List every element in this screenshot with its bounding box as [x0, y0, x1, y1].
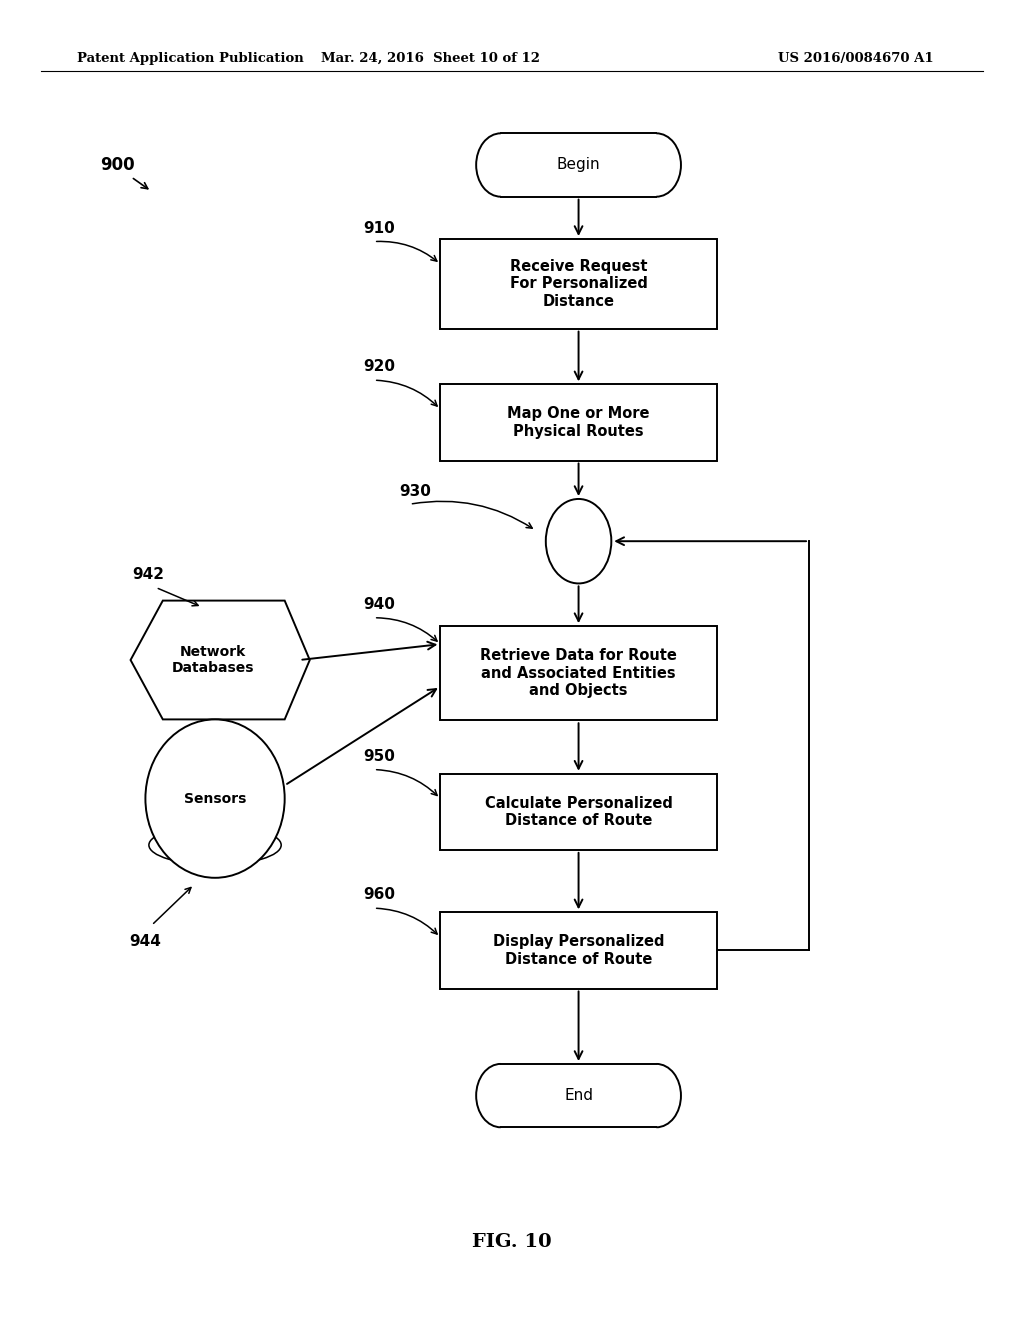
Text: 950: 950	[364, 748, 395, 764]
Text: Map One or More
Physical Routes: Map One or More Physical Routes	[507, 407, 650, 438]
Ellipse shape	[148, 825, 282, 865]
Text: US 2016/0084670 A1: US 2016/0084670 A1	[778, 51, 934, 65]
Text: Display Personalized
Distance of Route: Display Personalized Distance of Route	[493, 935, 665, 966]
Ellipse shape	[148, 803, 282, 842]
Ellipse shape	[145, 719, 285, 878]
Text: 910: 910	[364, 220, 395, 236]
Text: Patent Application Publication: Patent Application Publication	[77, 51, 303, 65]
Text: Receive Request
For Personalized
Distance: Receive Request For Personalized Distanc…	[510, 259, 647, 309]
Wedge shape	[656, 1064, 681, 1127]
Wedge shape	[476, 133, 501, 197]
Wedge shape	[656, 133, 681, 197]
Polygon shape	[131, 601, 309, 719]
Text: 920: 920	[364, 359, 395, 375]
Bar	[501, 133, 656, 197]
Text: 940: 940	[364, 597, 395, 612]
Text: Network
Databases: Network Databases	[171, 645, 254, 675]
Text: Begin: Begin	[557, 157, 600, 173]
Bar	[440, 384, 717, 461]
Text: End: End	[564, 1088, 593, 1104]
Text: Sensors: Sensors	[184, 792, 246, 805]
Bar	[440, 239, 717, 329]
Text: 930: 930	[399, 483, 431, 499]
Bar	[440, 626, 717, 721]
Ellipse shape	[145, 719, 285, 878]
Circle shape	[546, 499, 611, 583]
Text: 960: 960	[364, 887, 395, 903]
Bar	[440, 912, 717, 989]
Text: Calculate Personalized
Distance of Route: Calculate Personalized Distance of Route	[484, 796, 673, 828]
Text: 944: 944	[129, 933, 162, 949]
Text: FIG. 10: FIG. 10	[472, 1233, 552, 1251]
Text: 900: 900	[100, 156, 135, 174]
Text: Retrieve Data for Route
and Associated Entities
and Objects: Retrieve Data for Route and Associated E…	[480, 648, 677, 698]
Text: Mar. 24, 2016  Sheet 10 of 12: Mar. 24, 2016 Sheet 10 of 12	[321, 51, 540, 65]
Bar	[440, 774, 717, 850]
Bar	[501, 1064, 656, 1127]
Wedge shape	[476, 1064, 501, 1127]
Text: 942: 942	[132, 566, 165, 582]
